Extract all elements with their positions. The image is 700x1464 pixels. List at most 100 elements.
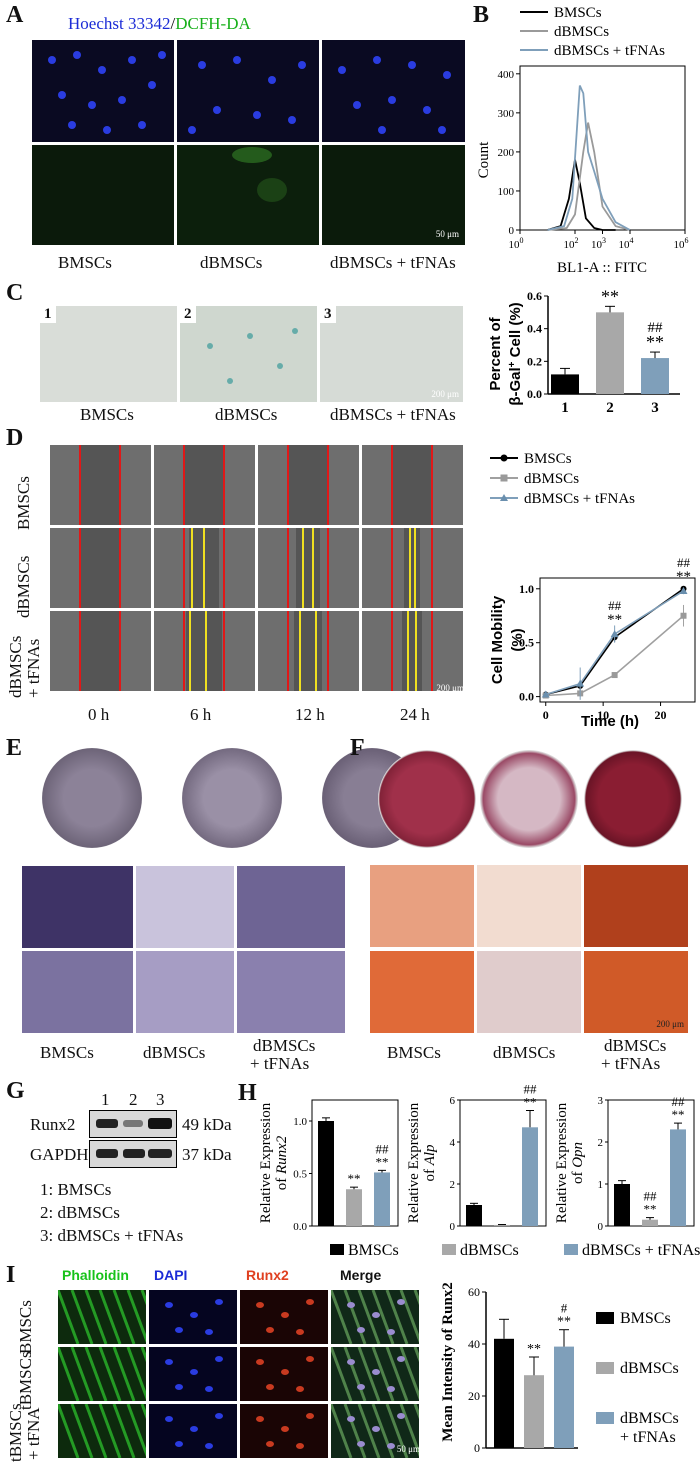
d-xtick-label-1: 10	[597, 708, 609, 722]
g-key-2: 2: dBMSCs	[40, 1203, 120, 1222]
i-sig-2: **	[527, 1342, 541, 1357]
e-micro-1b	[22, 951, 133, 1033]
d-scale: 200 μm	[436, 683, 464, 693]
i-ylabel: Mean Intensity of Runx2	[440, 1282, 456, 1442]
h-ylabel-1-a: Relative Expression	[406, 1102, 422, 1223]
c-tile-2: 2	[180, 306, 317, 402]
d-plot-frame	[539, 577, 696, 703]
legend-h-1: BMSCs	[348, 1242, 399, 1259]
c-ylabel-2: β-Gal+ Cell (%)	[507, 302, 525, 405]
legend-d-3: dBMSCs + tFNAs	[524, 491, 635, 507]
flow-histogram: BMSCs dBMSCs dBMSCs + tFNAs 010020030040…	[476, 5, 689, 276]
i-if-tile-2-0	[58, 1404, 146, 1458]
c-ytick-label-1: 0.2	[527, 354, 542, 368]
i-ch-phalloidin: Phalloidin	[62, 1267, 129, 1283]
h-ytick-label-1-1: 2	[450, 1179, 456, 1191]
i-if-grid: 50 μm	[58, 1290, 428, 1460]
panel-a-title: Hoechst 33342/DCFH-DA	[68, 14, 251, 34]
c-bar-2	[641, 358, 669, 394]
c-group-2: dBMSCs	[215, 405, 278, 424]
h-ylabel-2-b: of Opn	[570, 1142, 586, 1184]
f-group-1: BMSCs	[387, 1043, 441, 1062]
h-bar-2-0	[614, 1184, 630, 1226]
c-tile-num-1: 1	[40, 306, 56, 323]
i-if-tile-0-2	[240, 1290, 328, 1344]
f-dish-3	[584, 750, 682, 848]
f-group-2: dBMSCs	[493, 1043, 556, 1062]
panel-label-f: F	[350, 735, 365, 761]
h-bar-1-0	[466, 1205, 482, 1226]
legend-d-1: BMSCs	[524, 451, 572, 467]
i-ytick-label-1: 20	[468, 1389, 480, 1403]
micrograph-a-green-1	[32, 145, 174, 245]
blot-gapdh	[89, 1140, 177, 1168]
i-if-tile-1-1	[149, 1347, 237, 1401]
i-ytick-label-3: 60	[468, 1285, 480, 1299]
b-series-2	[547, 85, 631, 231]
c-sig-3a: ##	[648, 320, 664, 336]
d-point-2-1	[576, 679, 585, 687]
a-group-2: dBMSCs	[200, 253, 263, 272]
h-ytick-label-1-0: 0	[450, 1221, 456, 1233]
c-ytick-label-0: 0.0	[527, 387, 542, 401]
b-xtick-label-1: 102	[564, 236, 579, 251]
f-micro-2a	[477, 865, 581, 947]
i-bar-0	[494, 1338, 514, 1448]
d-mobility-chart: BMSCs dBMSCs dBMSCs + tFNAs Cell Mobilit…	[489, 451, 696, 730]
e-group-3b: + tFNAs	[250, 1054, 310, 1073]
h-ytick-label-1-3: 6	[450, 1095, 456, 1107]
title-separator: /	[170, 14, 176, 33]
i-bar-2	[554, 1346, 574, 1448]
b-ylabel: Count	[476, 141, 492, 179]
h-sig-2-1-1: ##	[644, 1189, 658, 1204]
c-tile-num-3: 3	[320, 306, 336, 323]
d-time-1: 0 h	[88, 705, 110, 724]
c-xtick-2: 3	[651, 400, 659, 416]
c-bar-0	[551, 374, 579, 394]
e-dish-2	[182, 748, 282, 848]
c-sig-2: **	[601, 286, 619, 306]
d-ylabel-1: Cell Mobility	[489, 595, 506, 684]
i-ch-runx2: Runx2	[246, 1267, 289, 1283]
b-ytick-label-4: 400	[498, 69, 515, 81]
f-group-3b: + tFNAs	[601, 1054, 661, 1073]
h-sig-1-2-0: **	[524, 1095, 537, 1110]
d-sig-12b: **	[607, 612, 622, 628]
c-xtick-0: 1	[561, 400, 569, 416]
h-bar-0-0	[318, 1121, 334, 1226]
d-sig-24b: **	[676, 569, 691, 585]
legend-i-swatch-1	[596, 1312, 614, 1324]
e-micro-1a	[22, 866, 133, 948]
f-micro-1b	[370, 951, 474, 1033]
h-sig-2-2-1: ##	[672, 1094, 686, 1109]
e-dish-1	[42, 748, 142, 848]
panel-label-a: A	[6, 2, 24, 28]
c-ytick-label-3: 0.6	[527, 289, 542, 303]
g-lane-2: 2	[129, 1090, 138, 1109]
b-ytick-label-2: 200	[498, 147, 515, 159]
b-xtick-label-4: 106	[674, 236, 689, 251]
panel-label-i: I	[6, 1262, 16, 1288]
d-wound-tile-2-1	[154, 611, 255, 691]
h-ytick-label-0-0: 0.0	[293, 1221, 307, 1233]
legend-h-swatch-1	[330, 1244, 344, 1255]
h-ytick-label-2-3: 3	[598, 1095, 604, 1107]
d-wound-tile-2-2	[258, 611, 359, 691]
i-if-tile-2-1	[149, 1404, 237, 1458]
h-sig-0-2-1: ##	[376, 1141, 390, 1156]
legend-i-3: dBMSCs	[620, 1410, 679, 1427]
d-wound-tile-1-1	[154, 528, 255, 608]
f-dish-2	[480, 750, 578, 848]
legend-b-3: dBMSCs + tFNAs	[554, 43, 665, 59]
scale-label-a: 50 μm	[435, 229, 459, 239]
b-xtick-label-0: 100	[509, 236, 524, 251]
d-ytick-label-0: 0.0	[519, 690, 534, 704]
f-micro-3b: 200 μm	[584, 951, 688, 1033]
panel-label-h: H	[238, 1080, 257, 1106]
dcfh-label: DCFH-DA	[175, 14, 251, 33]
legend-h: BMSCs dBMSCs dBMSCs + tFNAs	[330, 1242, 700, 1259]
h-ylabel-1-b: of Alp	[422, 1144, 438, 1182]
c-group-1: BMSCs	[80, 405, 134, 424]
